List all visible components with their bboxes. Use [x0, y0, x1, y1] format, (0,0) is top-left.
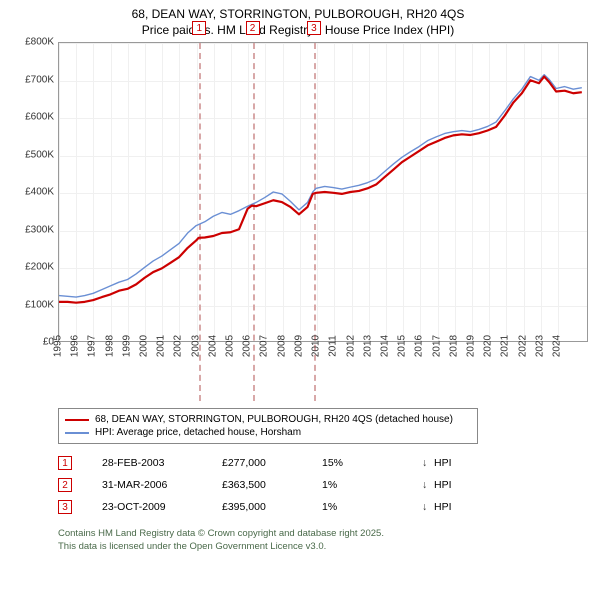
attribution-line-2: This data is licensed under the Open Gov… [58, 541, 592, 553]
sale-pct: 15% [322, 457, 422, 469]
title-line-1: 68, DEAN WAY, STORRINGTON, PULBOROUGH, R… [4, 6, 592, 22]
y-tick-label: £600K [25, 112, 54, 123]
legend-row-hpi: HPI: Average price, detached house, Hors… [65, 426, 471, 439]
sale-pct: 1% [322, 479, 422, 491]
x-tick-label: 2019 [465, 335, 476, 357]
sale-pct: 1% [322, 501, 422, 513]
sale-badge: 2 [58, 478, 72, 492]
series-price_paid [59, 77, 582, 303]
line-svg [59, 43, 587, 341]
x-tick-label: 2008 [276, 335, 287, 357]
sale-date: 31-MAR-2006 [102, 479, 222, 491]
x-tick-label: 2024 [552, 335, 563, 357]
sale-hpi-label: HPI [434, 457, 474, 469]
sale-row: 3 23-OCT-2009£395,0001%↓HPI [58, 496, 592, 518]
sale-hpi-label: HPI [434, 479, 474, 491]
x-tick-label: 2017 [431, 335, 442, 357]
sale-date: 28-FEB-2003 [102, 457, 222, 469]
sale-hpi-label: HPI [434, 501, 474, 513]
sale-price: £363,500 [222, 479, 322, 491]
x-tick-label: 2013 [362, 335, 373, 357]
y-tick-label: £800K [25, 37, 54, 48]
sale-price: £395,000 [222, 501, 322, 513]
x-tick-label: 2020 [483, 335, 494, 357]
y-tick-label: £700K [25, 74, 54, 85]
sale-date: 23-OCT-2009 [102, 501, 222, 513]
chart-area: £0£100K£200K£300K£400K£500K£600K£700K£80… [14, 42, 588, 372]
y-tick-label: £100K [25, 299, 54, 310]
x-tick-label: 1995 [53, 335, 64, 357]
chart-container: 68, DEAN WAY, STORRINGTON, PULBOROUGH, R… [0, 0, 600, 590]
title-line-2: Price paid vs. HM Land Registry's House … [4, 22, 592, 38]
sale-row: 1 28-FEB-2003£277,00015%↓HPI [58, 452, 592, 474]
swatch-price-paid [65, 419, 89, 422]
legend-label-hpi: HPI: Average price, detached house, Hors… [95, 427, 301, 438]
legend: 68, DEAN WAY, STORRINGTON, PULBOROUGH, R… [58, 408, 478, 444]
y-tick-label: £400K [25, 187, 54, 198]
x-tick-label: 2006 [242, 335, 253, 357]
x-tick-label: 2022 [517, 335, 528, 357]
y-tick-label: £500K [25, 149, 54, 160]
x-tick-label: 1996 [70, 335, 81, 357]
plot-region: 123 [58, 42, 588, 342]
series-hpi [59, 75, 582, 297]
x-tick-label: 2015 [397, 335, 408, 357]
attribution: Contains HM Land Registry data © Crown c… [58, 528, 592, 553]
sale-badge: 3 [58, 500, 72, 514]
x-tick-label: 1997 [87, 335, 98, 357]
arrow-down-icon: ↓ [422, 501, 434, 513]
x-tick-label: 2010 [311, 335, 322, 357]
swatch-hpi [65, 432, 89, 434]
y-tick-label: £200K [25, 262, 54, 273]
arrow-down-icon: ↓ [422, 479, 434, 491]
x-tick-label: 2023 [534, 335, 545, 357]
x-tick-label: 2000 [139, 335, 150, 357]
sale-marker-badge: 1 [192, 21, 206, 35]
x-tick-label: 2004 [207, 335, 218, 357]
sale-marker-badge: 3 [307, 21, 321, 35]
legend-row-series: 68, DEAN WAY, STORRINGTON, PULBOROUGH, R… [65, 413, 471, 426]
x-tick-label: 2009 [293, 335, 304, 357]
x-tick-label: 1998 [104, 335, 115, 357]
x-tick-label: 1999 [121, 335, 132, 357]
legend-label-series: 68, DEAN WAY, STORRINGTON, PULBOROUGH, R… [95, 414, 453, 425]
sale-row: 2 31-MAR-2006£363,5001%↓HPI [58, 474, 592, 496]
sales-table: 128-FEB-2003£277,00015%↓HPI231-MAR-2006£… [58, 452, 592, 518]
y-tick-label: £300K [25, 224, 54, 235]
x-tick-label: 2016 [414, 335, 425, 357]
x-tick-label: 2002 [173, 335, 184, 357]
x-tick-label: 2011 [328, 336, 339, 358]
sale-badge: 1 [58, 456, 72, 470]
sale-marker-badge: 2 [246, 21, 260, 35]
x-tick-label: 2003 [190, 335, 201, 357]
arrow-down-icon: ↓ [422, 457, 434, 469]
x-tick-label: 2012 [345, 335, 356, 357]
x-tick-label: 2005 [225, 335, 236, 357]
x-tick-label: 2014 [379, 335, 390, 357]
sale-price: £277,000 [222, 457, 322, 469]
x-tick-label: 2021 [500, 335, 511, 357]
x-tick-label: 2001 [156, 335, 167, 357]
chart-title: 68, DEAN WAY, STORRINGTON, PULBOROUGH, R… [4, 6, 592, 38]
x-tick-label: 2018 [448, 335, 459, 357]
x-tick-label: 2007 [259, 335, 270, 357]
attribution-line-1: Contains HM Land Registry data © Crown c… [58, 528, 592, 540]
